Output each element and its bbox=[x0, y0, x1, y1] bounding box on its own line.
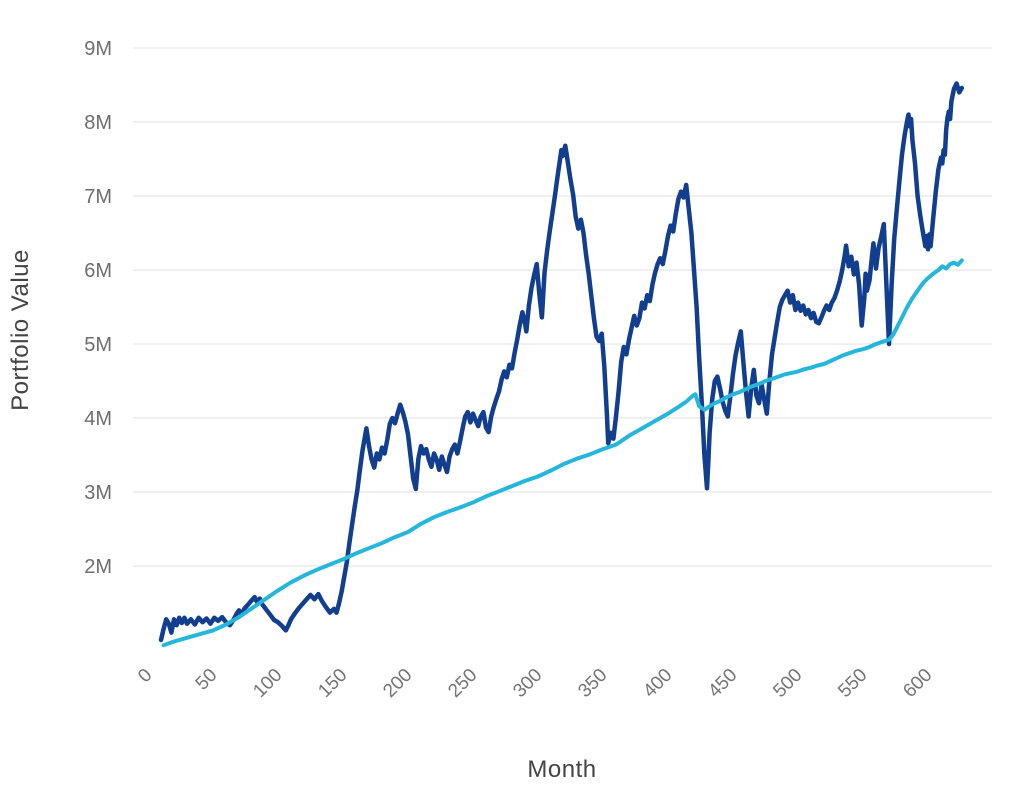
y-tick-label: 4M bbox=[84, 408, 112, 430]
y-tick-label: 2M bbox=[84, 556, 112, 578]
x-tick-label: 0 bbox=[134, 665, 156, 687]
x-tick-label: 500 bbox=[769, 665, 806, 702]
y-tick-label: 5M bbox=[84, 334, 112, 356]
x-tick-label: 100 bbox=[249, 665, 286, 702]
gridlines bbox=[133, 47, 992, 567]
y-tick-label: 3M bbox=[84, 482, 112, 504]
y-axis-title: Portfolio Value bbox=[7, 249, 34, 411]
y-tick-label: 7M bbox=[84, 186, 112, 208]
x-tick-label: 400 bbox=[639, 665, 676, 702]
x-axis-title: Month bbox=[527, 756, 596, 783]
x-tick-label: 550 bbox=[834, 665, 871, 702]
y-tick-label: 6M bbox=[84, 260, 112, 282]
series-lines bbox=[158, 81, 965, 648]
x-tick-label: 600 bbox=[899, 665, 936, 702]
x-tick-label: 350 bbox=[574, 665, 611, 702]
y-axis-tick-labels: 2M 3M 4M 5M 6M 7M 8M 9M bbox=[84, 38, 112, 578]
x-tick-label: 50 bbox=[192, 665, 222, 695]
x-axis-tick-labels: 0 50 100 150 200 250 300 350 400 450 500 550 600 bbox=[134, 665, 936, 702]
x-tick-label: 300 bbox=[509, 665, 546, 702]
line-series-1 bbox=[158, 81, 965, 643]
x-tick-label: 200 bbox=[379, 665, 416, 702]
x-tick-label: 450 bbox=[704, 665, 741, 702]
x-tick-label: 250 bbox=[444, 665, 481, 702]
x-tick-label: 150 bbox=[314, 665, 351, 702]
y-tick-label: 8M bbox=[84, 112, 112, 134]
line-series-2 bbox=[161, 258, 964, 648]
y-tick-label: 9M bbox=[84, 38, 112, 60]
